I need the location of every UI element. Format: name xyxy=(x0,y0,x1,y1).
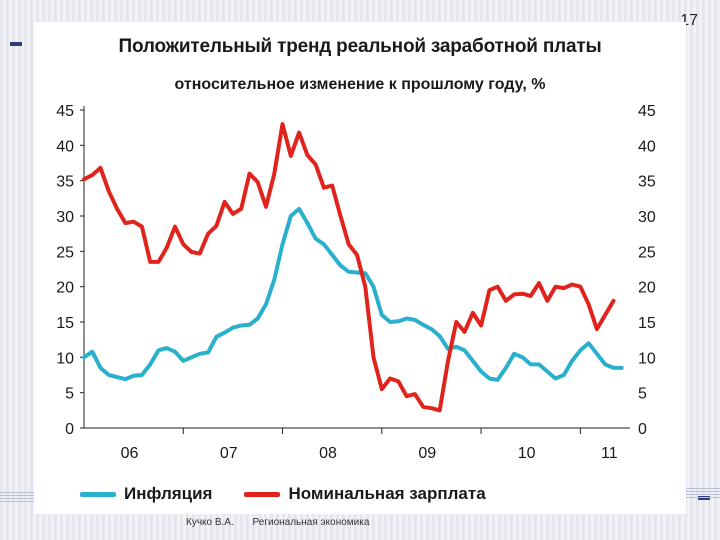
legend-item-nominal-wage: Номинальная зарплата xyxy=(244,484,486,504)
y-tick-label-left: 15 xyxy=(56,315,74,332)
y-tick-label-right: 40 xyxy=(638,138,656,155)
chart-panel: Положительный тренд реальной заработной … xyxy=(34,22,686,514)
x-tick-label: 06 xyxy=(121,445,139,462)
y-tick-label-left: 30 xyxy=(56,209,74,226)
y-tick-label-left: 20 xyxy=(56,280,74,297)
y-tick-label-left: 5 xyxy=(65,386,74,403)
x-tick-label: 07 xyxy=(220,445,238,462)
slide-dash-decoration xyxy=(698,496,710,500)
legend-label-nominal-wage: Номинальная зарплата xyxy=(288,484,486,503)
y-tick-label-left: 40 xyxy=(56,138,74,155)
chart-subtitle: относительное изменение к прошлому году,… xyxy=(174,76,546,93)
chart-title: Положительный тренд реальной заработной … xyxy=(118,36,602,57)
slide-lines-decoration xyxy=(0,492,36,502)
legend-swatch-inflation xyxy=(80,491,116,497)
series-line-nominal-wage xyxy=(82,122,616,413)
y-tick-label-right: 45 xyxy=(638,103,656,120)
footer-author: Кучко В.А. xyxy=(186,517,234,528)
y-tick-label-right: 0 xyxy=(638,421,647,438)
y-tick-label-right: 5 xyxy=(638,386,647,403)
line-chart: 0 0 5 5 10 10 15 15 20 20 25 25 30 30 35 35 40 40 45 45 06 07… xyxy=(56,103,656,462)
y-tick-label-left: 35 xyxy=(56,174,74,191)
series-line-inflation xyxy=(82,206,624,382)
y-tick-label-right: 15 xyxy=(638,315,656,332)
y-tick-label-right: 20 xyxy=(638,280,656,297)
y-tick-label-right: 30 xyxy=(638,209,656,226)
chart-legend: Инфляция Номинальная зарплата xyxy=(80,484,518,504)
x-tick-label: 08 xyxy=(319,445,337,462)
legend-label-inflation: Инфляция xyxy=(124,484,213,503)
legend-swatch-nominal-wage xyxy=(244,491,281,497)
slide-lines-decoration xyxy=(684,486,720,498)
y-tick-label-left: 0 xyxy=(65,421,74,438)
slide-footer: Кучко В.А. Региональная экономика xyxy=(186,517,385,528)
x-tick-label: 09 xyxy=(418,445,436,462)
footer-course: Региональная экономика xyxy=(252,517,370,528)
y-tick-label-right: 35 xyxy=(638,174,656,191)
x-tick-label: 10 xyxy=(518,445,536,462)
y-tick-label-left: 10 xyxy=(56,350,74,367)
y-tick-label-right: 25 xyxy=(638,244,656,261)
y-tick-label-left: 45 xyxy=(56,103,74,120)
legend-item-inflation: Инфляция xyxy=(80,484,212,504)
y-tick-label-right: 10 xyxy=(638,350,656,367)
y-tick-label-left: 25 xyxy=(56,244,74,261)
x-tick-label: 11 xyxy=(601,445,618,462)
slide-dash-decoration xyxy=(10,42,22,46)
